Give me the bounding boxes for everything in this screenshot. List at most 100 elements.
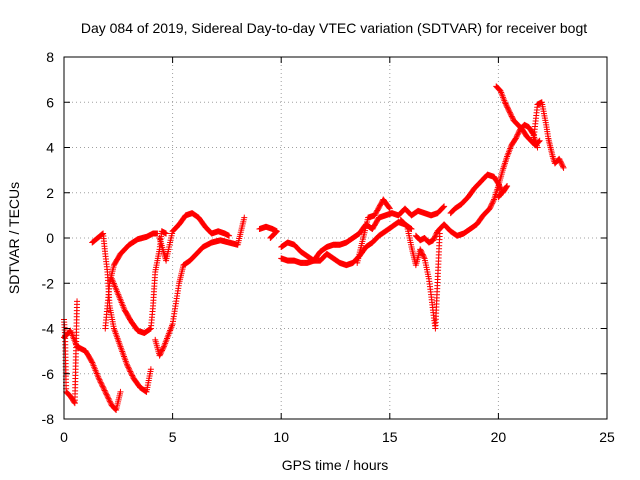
data-point [102,388,109,395]
x-tick-label: 15 [382,429,398,445]
x-axis-title: GPS time / hours [282,457,389,473]
data-point [490,197,497,204]
data-point [159,346,166,353]
data-point [441,203,448,210]
y-axis-title: SDTVAR / TECUs [6,182,22,294]
data-point [97,377,104,384]
chart-title: Day 084 of 2019, Sidereal Day-to-day VTE… [81,20,587,36]
data-point [101,387,108,394]
series-trace-g [156,210,233,264]
data-point [559,162,566,169]
data-point [558,160,565,167]
data-point [419,250,426,257]
data-point [496,181,503,188]
data-point [487,203,494,210]
data-point [497,184,504,191]
data-point [226,232,233,239]
data-point [503,101,510,108]
data-point [105,395,112,402]
series-trace-f [152,214,248,359]
y-tick-label: 2 [46,185,54,201]
data-point [502,100,509,107]
series-trace-e [108,228,170,337]
data-point [489,200,496,207]
data-point [127,368,134,375]
data-point [430,237,437,244]
series-trace-l [397,216,443,332]
data-point [557,158,564,165]
series-trace-h [256,223,280,241]
data-point [556,155,563,162]
data-point [103,391,110,398]
data-point [505,105,512,112]
data-point [403,222,410,229]
tick-layer: 0 5 10 15 20 25 -8 -6 -4 -2 0 2 4 6 8 [42,49,615,445]
data-point [559,163,566,170]
data-point [486,205,493,212]
data-point [99,383,106,390]
data-point [514,131,521,138]
series-trace-n [447,171,511,217]
data-point [125,364,132,371]
data-point [88,358,95,365]
data-point [117,388,124,395]
data-point [433,230,440,237]
data-point [241,214,248,221]
data-point [100,386,107,393]
x-tick-label: 5 [169,429,177,445]
data-point [536,137,543,144]
data-point [495,194,502,201]
data-point [515,128,522,135]
data-layer [61,83,567,413]
data-point [504,104,511,111]
series-trace-b [61,298,81,407]
y-tick-label: 4 [46,140,54,156]
data-point [560,164,567,171]
data-point [420,252,427,259]
data-point [432,232,439,239]
series-trace-d [102,230,161,332]
data-point [489,199,496,206]
data-point [418,248,425,255]
y-tick-label: -2 [42,275,55,291]
data-point [513,134,520,141]
data-point [431,234,438,241]
y-tick-label: -8 [42,411,55,427]
data-point [100,384,107,391]
data-point [125,365,132,372]
data-point [495,180,502,187]
data-point [515,130,522,137]
data-point [128,371,135,378]
data-point [158,348,165,355]
series-trace-o [493,83,543,149]
data-point [417,246,424,253]
data-point [99,382,106,389]
data-point [106,398,113,405]
data-point [487,204,494,211]
series-trace-i [278,219,415,269]
data-point [430,235,437,242]
data-point [508,113,515,120]
data-point [123,361,130,368]
y-tick-label: 0 [46,230,54,246]
data-point [419,251,426,258]
data-point [496,183,503,190]
data-point [512,135,519,142]
data-point [129,372,136,379]
data-point [163,230,170,237]
data-point [508,112,515,119]
data-point [558,159,565,166]
data-point [102,390,109,397]
x-tick-label: 0 [60,429,68,445]
data-point [496,193,503,200]
data-point [127,369,134,376]
data-point [126,367,133,374]
x-tick-label: 20 [491,429,507,445]
data-point [124,363,131,370]
data-point [106,396,113,403]
data-point [440,204,447,211]
data-point [146,326,153,333]
data-point [420,254,427,261]
data-point [507,110,514,117]
data-point [535,138,542,145]
